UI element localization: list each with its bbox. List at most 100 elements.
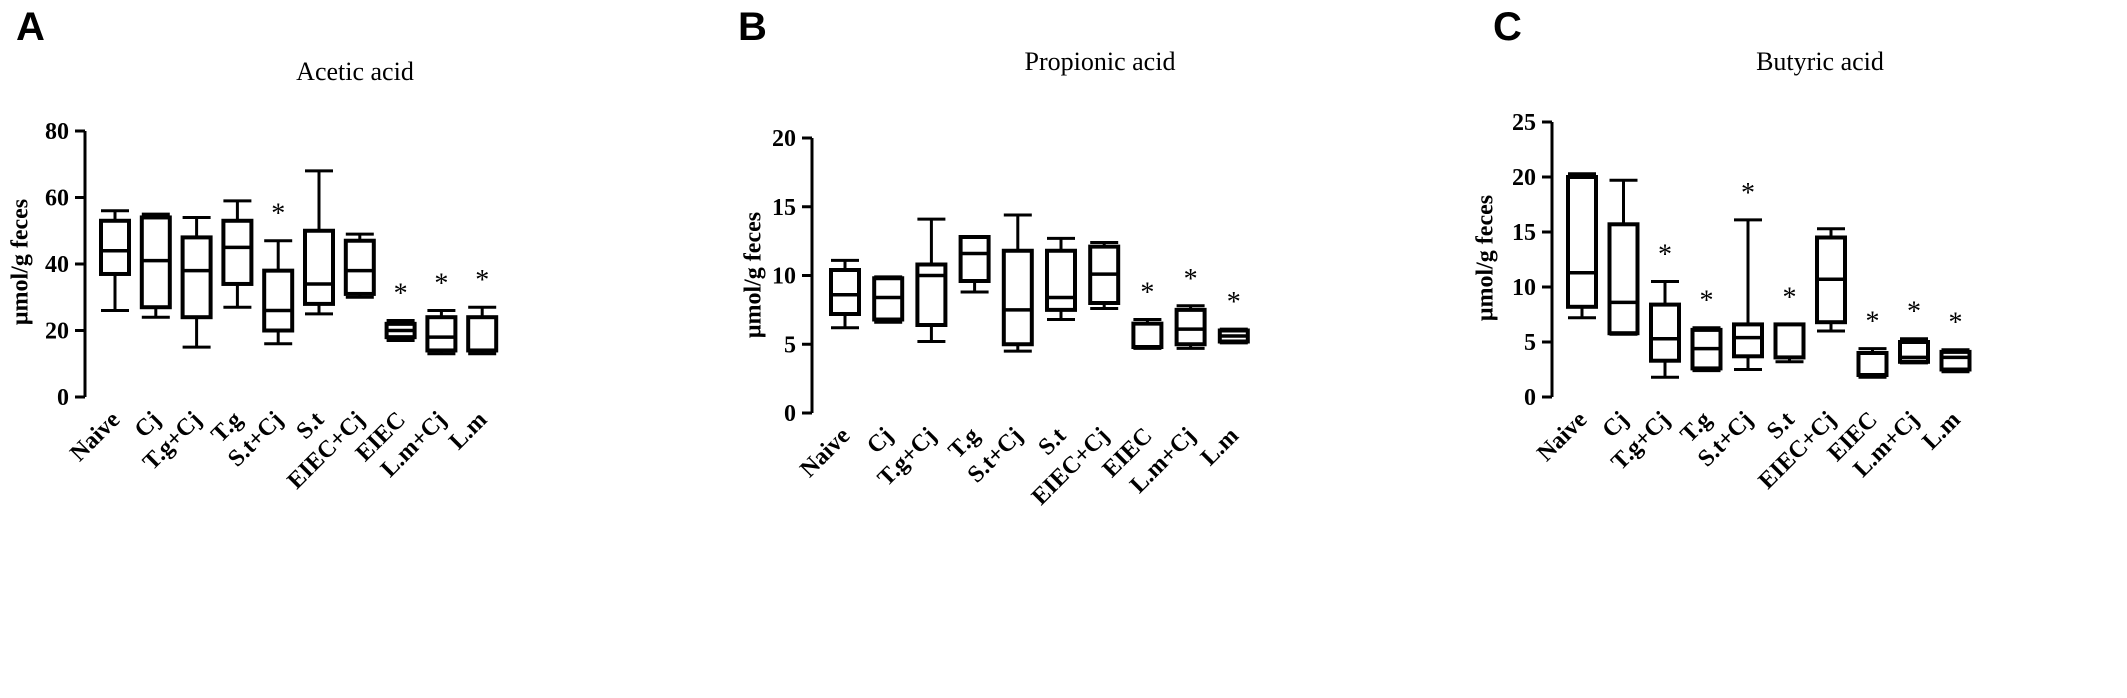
category-label: L.m xyxy=(1196,423,1244,471)
box-iqr xyxy=(1898,340,1930,364)
category-label: Naive xyxy=(1532,407,1592,467)
significance-star: * xyxy=(1783,282,1797,313)
box-T.g+Cj: * xyxy=(1649,240,1681,379)
y-axis-label: μmol/g feces xyxy=(1473,195,1499,321)
box-iqr xyxy=(99,218,131,276)
box-L.m+Cj: * xyxy=(425,269,458,356)
box-Cj xyxy=(139,212,172,319)
box-S.t+Cj xyxy=(1001,213,1034,353)
y-tick-label: 0 xyxy=(784,401,796,427)
box-iqr xyxy=(303,228,335,306)
significance-star: * xyxy=(1741,178,1755,209)
y-tick-label: 40 xyxy=(45,252,69,278)
box-L.m: * xyxy=(466,265,499,356)
box-iqr xyxy=(1939,349,1972,372)
significance-star: * xyxy=(1907,297,1921,328)
box-L.m: * xyxy=(1939,308,1972,374)
significance-star: * xyxy=(475,265,489,296)
y-tick-label: 0 xyxy=(57,385,69,411)
category-label: Naive xyxy=(795,423,855,483)
y-tick-label: 15 xyxy=(772,195,796,221)
box-iqr xyxy=(1773,322,1806,360)
y-tick-label: 10 xyxy=(772,264,796,290)
box-S.t+Cj: * xyxy=(1732,178,1764,371)
box-iqr xyxy=(1045,248,1077,312)
box-iqr xyxy=(829,268,861,316)
box-iqr xyxy=(343,238,376,296)
box-iqr xyxy=(466,315,499,353)
box-iqr xyxy=(1001,248,1034,347)
significance-star: * xyxy=(1949,308,1963,339)
box-iqr xyxy=(958,235,991,283)
panel-c: C Butyric acid 0 5 10 15 20 25 μmol/g feces Naive… xyxy=(1473,5,1972,494)
box-T.g xyxy=(221,199,254,309)
y-tick-label: 20 xyxy=(45,319,69,345)
panel-title: Acetic acid xyxy=(296,57,414,86)
box-EIEC+Cj xyxy=(343,232,376,299)
box-iqr xyxy=(262,268,295,333)
box-S.t+Cj: * xyxy=(262,199,295,346)
box-EIEC: * xyxy=(1131,278,1164,350)
y-tick-label: 25 xyxy=(1512,110,1536,136)
y-tick-label: 15 xyxy=(1512,220,1536,246)
box-L.m+Cj: * xyxy=(1174,264,1207,350)
significance-star: * xyxy=(1184,264,1198,295)
box-iqr xyxy=(1732,322,1764,359)
box-T.g xyxy=(958,235,991,294)
y-axis-label: μmol/g feces xyxy=(741,212,767,338)
box-EIEC: * xyxy=(384,279,417,342)
box-iqr xyxy=(915,262,948,327)
panel-letter: A xyxy=(16,5,45,49)
box-iqr xyxy=(180,235,213,320)
significance-star: * xyxy=(1700,286,1714,317)
box-S.t xyxy=(303,169,335,316)
significance-star: * xyxy=(271,199,285,230)
significance-star: * xyxy=(1866,307,1880,338)
box-T.g+Cj xyxy=(180,215,213,349)
significance-star: * xyxy=(1227,287,1241,318)
y-tick-label: 5 xyxy=(784,332,796,358)
box-EIEC: * xyxy=(1856,307,1889,379)
box-Naive xyxy=(99,209,131,313)
box-Naive xyxy=(829,258,861,330)
y-axis-label: μmol/g feces xyxy=(8,199,34,325)
box-S.t: * xyxy=(1773,282,1806,364)
panel-letter: B xyxy=(738,5,767,49)
significance-star: * xyxy=(394,279,408,310)
box-iqr xyxy=(1607,222,1640,336)
box-iqr xyxy=(425,315,458,353)
box-iqr xyxy=(1174,307,1207,347)
y-tick-label: 5 xyxy=(1524,330,1536,356)
box-S.t xyxy=(1045,236,1077,321)
box-iqr xyxy=(1566,175,1598,309)
category-label: Naive xyxy=(65,407,125,467)
box-Cj xyxy=(1607,178,1640,336)
box-Naive xyxy=(1566,172,1598,320)
panel-title: Butyric acid xyxy=(1756,47,1884,76)
y-tick-label: 0 xyxy=(1524,385,1536,411)
box-iqr xyxy=(1856,351,1889,377)
box-EIEC+Cj xyxy=(1815,227,1847,333)
box-L.m: * xyxy=(1217,287,1250,345)
panel-b: B Propionic acid 0 5 10 15 20 μmol/g feces Naive… xyxy=(738,5,1250,510)
y-tick-label: 20 xyxy=(772,126,796,152)
box-T.g+Cj xyxy=(915,217,948,343)
box-iqr xyxy=(1649,302,1681,363)
significance-star: * xyxy=(434,269,448,300)
significance-star: * xyxy=(1658,240,1672,271)
panel-letter: C xyxy=(1493,5,1522,49)
significance-star: * xyxy=(1140,278,1154,309)
category-label: L.m xyxy=(1918,407,1966,455)
box-L.m+Cj: * xyxy=(1898,297,1930,365)
y-tick-label: 10 xyxy=(1512,275,1536,301)
box-EIEC+Cj xyxy=(1088,241,1121,310)
box-iqr xyxy=(1131,321,1164,349)
box-iqr xyxy=(221,218,254,286)
box-Cj xyxy=(872,275,905,324)
y-tick-label: 60 xyxy=(45,186,69,212)
category-label: L.m xyxy=(444,407,492,455)
y-tick-label: 20 xyxy=(1512,165,1536,191)
y-tick-label: 80 xyxy=(45,119,69,145)
